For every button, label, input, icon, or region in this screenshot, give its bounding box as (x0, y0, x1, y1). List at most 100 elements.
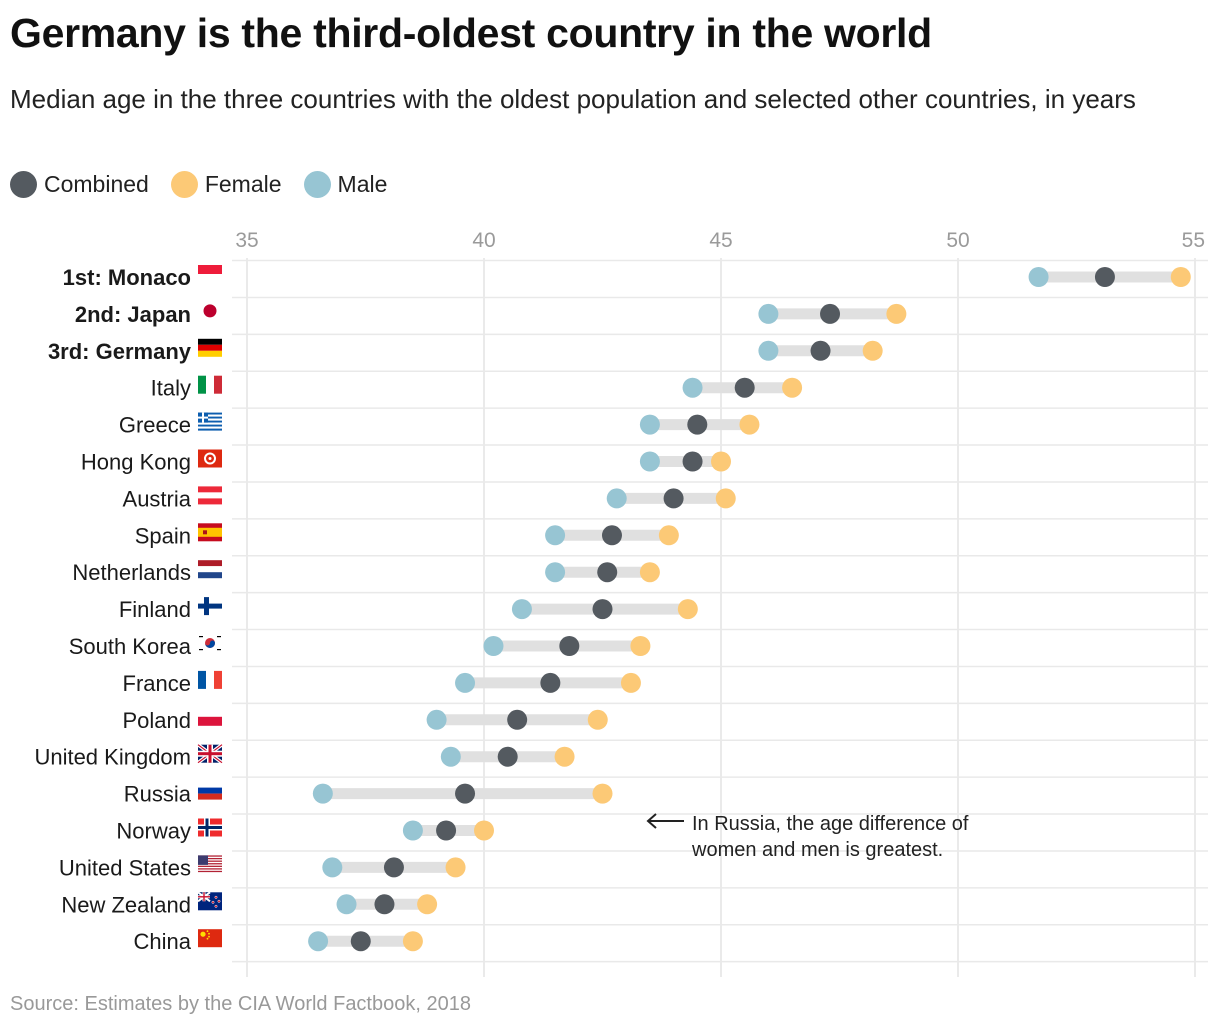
point-male (1028, 267, 1049, 287)
point-male (312, 783, 333, 804)
x-tick-label: 55 (1182, 229, 1205, 252)
point-combined (455, 783, 476, 804)
point-male (606, 488, 627, 509)
point-male (682, 377, 703, 398)
point-female (630, 636, 651, 656)
chart-rows: 1st: Monaco 2nd: Japan 3rd: Germany Italy Gr… (34, 265, 1191, 954)
chart-row: United Kingdom (34, 743, 575, 770)
point-combined (734, 377, 755, 398)
row-label: Greece (119, 413, 191, 438)
row-label: Poland (122, 708, 191, 733)
annotation-line-2: women and men is greatest. (691, 839, 943, 861)
flag-netherlands-icon (198, 560, 222, 579)
flag-hongkong-icon (198, 449, 222, 468)
point-male (455, 672, 476, 693)
point-male (426, 709, 447, 730)
point-female (739, 414, 760, 435)
flag-france-icon (198, 670, 222, 689)
legend-label-female: Female (204, 171, 282, 197)
point-female (658, 525, 679, 546)
chart-row: Hong Kong (81, 449, 731, 475)
flag-monaco-icon (198, 265, 222, 283)
point-female (677, 599, 698, 620)
point-male (639, 451, 660, 472)
row-label: Italy (151, 376, 191, 401)
source-note: Source: Estimates by the CIA World Factb… (10, 993, 471, 1015)
point-combined (687, 414, 708, 435)
row-label: China (134, 929, 192, 954)
chart-row: Austria (123, 486, 736, 511)
flag-finland-icon (198, 597, 222, 616)
point-female (620, 672, 641, 693)
point-combined (682, 451, 703, 472)
point-female (782, 377, 803, 398)
row-label: Netherlands (72, 560, 191, 585)
point-male (322, 857, 343, 878)
point-male (402, 820, 423, 841)
point-female (587, 709, 608, 730)
point-female (639, 562, 660, 583)
legend-item-male: Male (303, 171, 387, 198)
point-combined (540, 672, 561, 693)
chart-row: Poland (122, 707, 608, 733)
legend-swatch-female (170, 171, 198, 198)
row-label: United Kingdom (34, 745, 191, 770)
legend-swatch-combined (10, 171, 37, 198)
legend-item-female: Female (170, 171, 282, 198)
russia-annotation: In Russia, the age difference of women a… (646, 813, 969, 861)
point-female (445, 857, 466, 878)
chart-title: Germany is the third-oldest country in t… (10, 10, 932, 56)
point-female (1170, 267, 1191, 287)
x-tick-label: 45 (709, 229, 732, 252)
row-label: Russia (124, 782, 192, 807)
x-tick-label: 50 (946, 229, 969, 252)
point-male (545, 525, 566, 546)
row-label: Austria (123, 486, 192, 511)
chart-row: 2nd: Japan (75, 302, 907, 327)
point-male (308, 931, 329, 952)
flag-austria-icon (198, 486, 222, 505)
point-female (554, 746, 575, 767)
row-label: Hong Kong (81, 450, 191, 475)
point-combined (383, 857, 404, 878)
point-male (440, 746, 461, 767)
point-combined (1094, 267, 1115, 287)
annotation-arrow (646, 813, 684, 829)
chart-row: Italy (151, 375, 803, 401)
flag-poland-icon (198, 707, 222, 726)
point-female (715, 488, 736, 509)
point-combined (374, 894, 395, 915)
chart-row: Norway (116, 818, 494, 844)
flag-japan-icon (203, 304, 217, 318)
row-label: Norway (116, 819, 191, 844)
point-female (886, 303, 907, 324)
legend-label-combined: Combined (44, 171, 149, 197)
gridlines (232, 258, 1208, 977)
point-female (474, 820, 494, 841)
row-label: New Zealand (61, 892, 191, 917)
legend: Combined Female Male (10, 171, 409, 198)
flag-russia-icon (198, 781, 222, 800)
flag-norway-icon (198, 818, 222, 837)
point-female (402, 931, 423, 952)
row-label: France (123, 671, 191, 696)
row-label: Finland (119, 597, 191, 622)
point-combined (350, 931, 371, 952)
chart-row: 3rd: Germany (48, 338, 883, 364)
chart-row: South Korea (69, 634, 651, 659)
x-tick-label: 35 (235, 229, 258, 252)
chart-row: United States (59, 855, 466, 880)
point-female (862, 340, 883, 361)
point-male (639, 414, 660, 435)
point-female (592, 783, 613, 804)
chart-subtitle: Median age in the three countries with t… (10, 84, 1136, 114)
point-combined (507, 709, 528, 730)
point-combined (601, 525, 622, 546)
legend-item-combined: Combined (10, 171, 149, 198)
chart-row: Russia (124, 781, 613, 807)
point-combined (592, 599, 613, 620)
row-label: Spain (135, 523, 191, 548)
flag-germany-icon (198, 338, 222, 357)
flag-usa-icon (198, 855, 222, 873)
